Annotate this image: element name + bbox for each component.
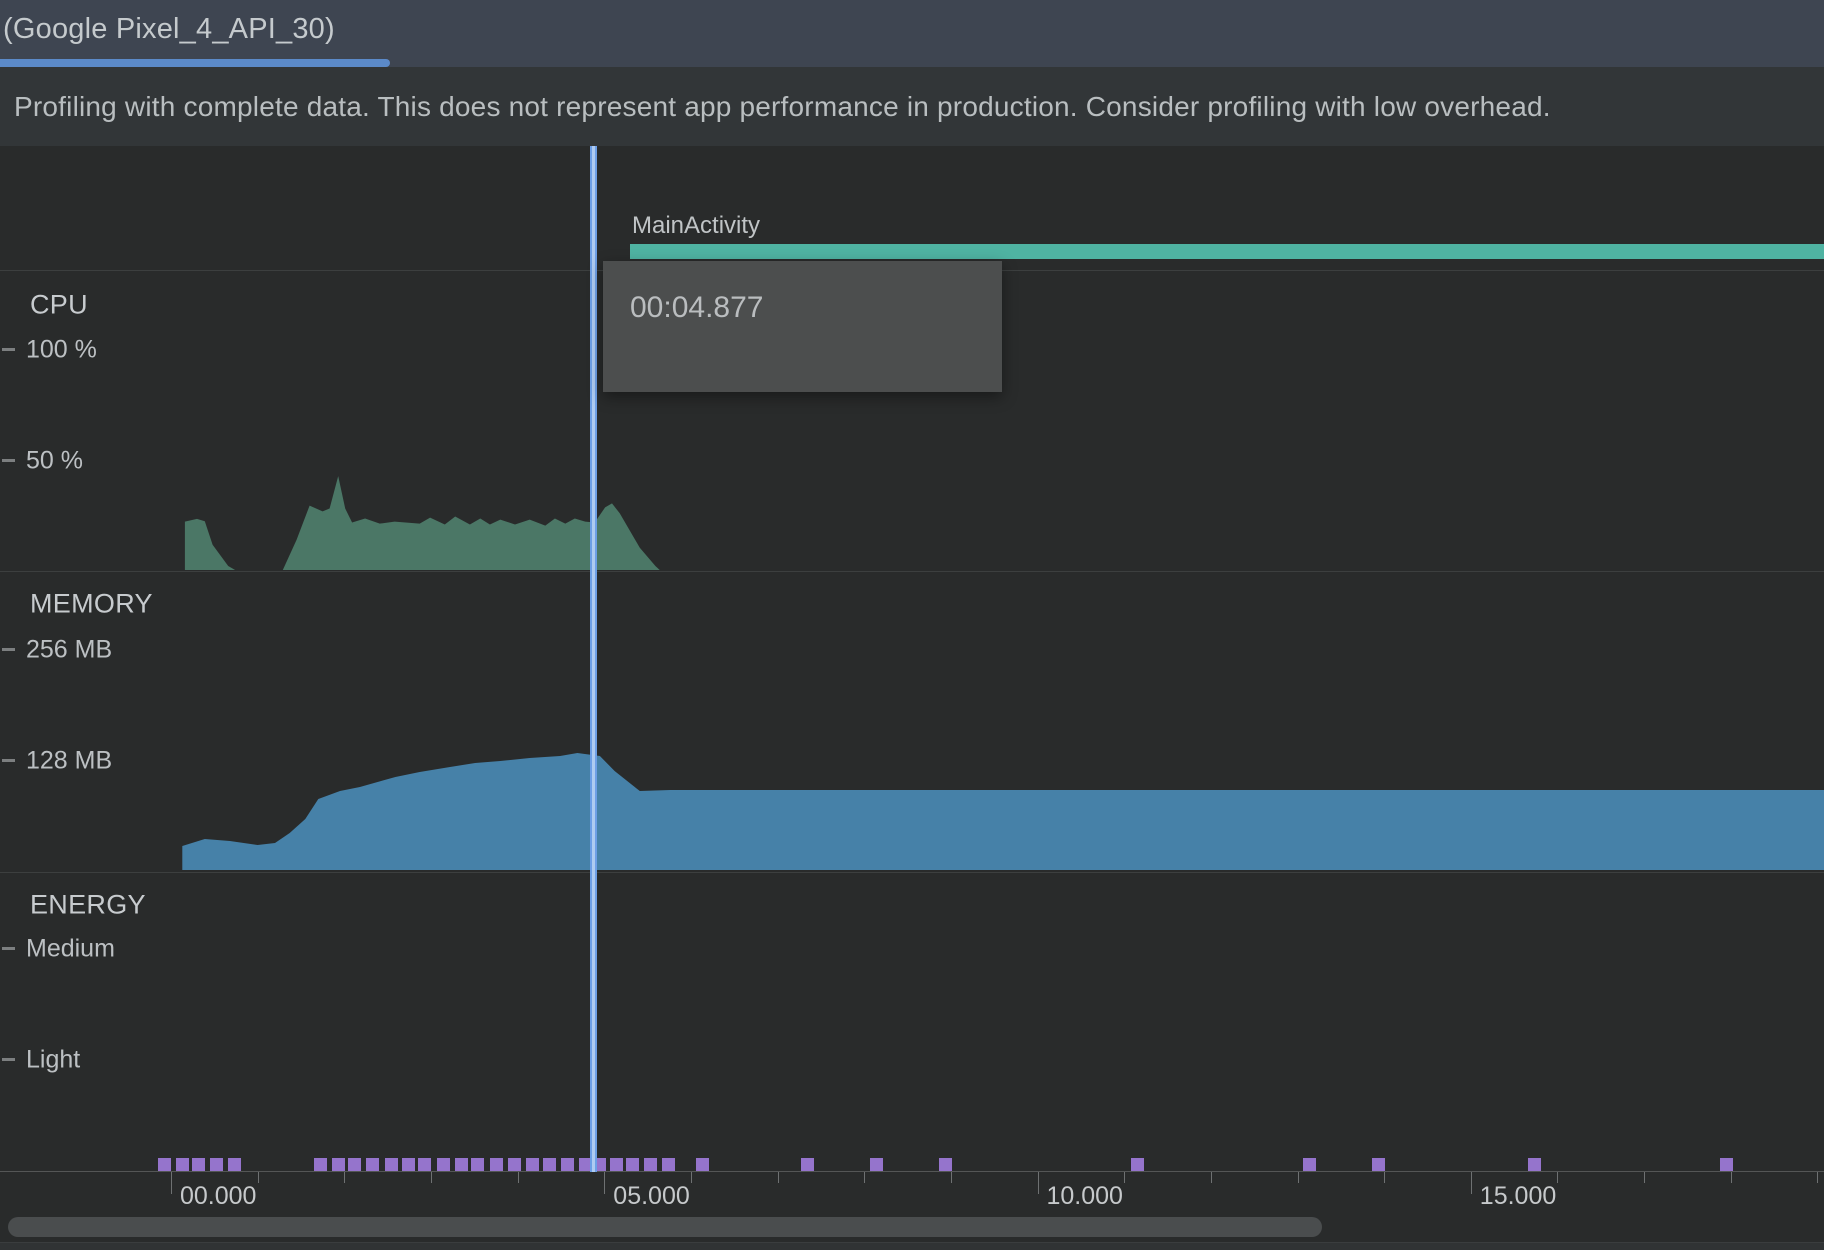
- divider-memory-top: [0, 571, 1824, 572]
- axis-minor-tick: [690, 1172, 692, 1183]
- energy-tick-dash-medium: [2, 947, 15, 950]
- energy-event-marker[interactable]: [939, 1158, 953, 1171]
- memory-tick-label-256: 256 MB: [26, 635, 113, 664]
- activity-lifetime-bar[interactable]: [630, 244, 1824, 259]
- tab-session[interactable]: (Google Pixel_4_API_30): [0, 0, 390, 67]
- energy-event-marker[interactable]: [525, 1158, 539, 1171]
- axis-minor-tick: [517, 1172, 519, 1183]
- energy-event-marker[interactable]: [578, 1158, 592, 1171]
- time-tooltip-value: 00:04.877: [630, 291, 764, 324]
- axis-minor-tick: [1210, 1172, 1212, 1183]
- energy-event-marker[interactable]: [314, 1158, 328, 1171]
- cpu-tick-label-100: 100 %: [26, 335, 97, 364]
- warning-banner: Profiling with complete data. This does …: [0, 67, 1824, 146]
- energy-event-marker[interactable]: [560, 1158, 574, 1171]
- energy-event-marker[interactable]: [695, 1158, 709, 1171]
- energy-event-marker[interactable]: [175, 1158, 189, 1171]
- tab-active-indicator: [0, 59, 390, 67]
- memory-section-title: MEMORY: [30, 588, 153, 619]
- cpu-tick-label-50: 50 %: [26, 446, 83, 475]
- memory-tick-label-128: 128 MB: [26, 746, 113, 775]
- cpu-tick-dash-50: [2, 459, 15, 462]
- axis-minor-tick: [1124, 1172, 1126, 1183]
- divider-energy-top: [0, 872, 1824, 873]
- axis-major-tick: [1037, 1172, 1039, 1194]
- axis-minor-tick: [950, 1172, 952, 1183]
- energy-event-marker[interactable]: [471, 1158, 485, 1171]
- axis-minor-tick: [257, 1172, 259, 1183]
- energy-event-marker[interactable]: [1303, 1158, 1317, 1171]
- axis-minor-tick: [344, 1172, 346, 1183]
- energy-tick-label-medium: Medium: [26, 934, 115, 963]
- energy-event-marker[interactable]: [436, 1158, 450, 1171]
- energy-event-marker[interactable]: [348, 1158, 362, 1171]
- energy-event-marker[interactable]: [507, 1158, 521, 1171]
- cpu-section-title: CPU: [30, 289, 88, 320]
- timeline-stage[interactable]: MainActivity CPU 100 % 50 % MEMORY 256 M…: [0, 146, 1824, 1250]
- axis-major-tick: [1470, 1172, 1472, 1194]
- energy-event-marker[interactable]: [227, 1158, 241, 1171]
- energy-event-marker[interactable]: [331, 1158, 345, 1171]
- status-strip: [0, 1242, 1824, 1250]
- cpu-usage-area: [184, 476, 660, 570]
- axis-label: 05.000: [613, 1182, 690, 1210]
- time-axis: [0, 1171, 1824, 1172]
- energy-event-marker[interactable]: [800, 1158, 814, 1171]
- memory-usage-area: [182, 753, 1824, 870]
- energy-event-marker[interactable]: [366, 1158, 380, 1171]
- energy-event-marker[interactable]: [1372, 1158, 1386, 1171]
- cpu-tick-dash-100: [2, 348, 15, 351]
- energy-tick-dash-light: [2, 1058, 15, 1061]
- energy-event-marker[interactable]: [401, 1158, 415, 1171]
- axis-minor-tick: [864, 1172, 866, 1183]
- energy-event-marker[interactable]: [454, 1158, 468, 1171]
- axis-minor-tick: [1297, 1172, 1299, 1183]
- horizontal-scrollbar-thumb[interactable]: [8, 1217, 1322, 1237]
- energy-event-marker[interactable]: [626, 1158, 640, 1171]
- axis-minor-tick: [1817, 1172, 1819, 1183]
- energy-event-marker[interactable]: [661, 1158, 675, 1171]
- time-tooltip: 00:04.877: [603, 261, 1002, 392]
- energy-event-marker[interactable]: [543, 1158, 557, 1171]
- energy-event-marker[interactable]: [210, 1158, 224, 1171]
- axis-minor-tick: [1644, 1172, 1646, 1183]
- activity-name: MainActivity: [632, 212, 761, 239]
- axis-label: 00.000: [180, 1182, 257, 1210]
- energy-event-marker[interactable]: [1130, 1158, 1144, 1171]
- tab-session-label: (Google Pixel_4_API_30): [3, 13, 335, 45]
- axis-label: 15.000: [1479, 1182, 1557, 1210]
- axis-minor-tick: [777, 1172, 779, 1183]
- energy-tick-label-light: Light: [26, 1045, 81, 1074]
- axis-minor-tick: [1384, 1172, 1386, 1183]
- warning-banner-text: Profiling with complete data. This does …: [14, 90, 1551, 122]
- tab-bar: (Google Pixel_4_API_30): [0, 0, 1824, 67]
- energy-event-marker[interactable]: [384, 1158, 398, 1171]
- energy-event-marker[interactable]: [643, 1158, 657, 1171]
- memory-tick-dash-128: [2, 759, 15, 762]
- energy-event-marker[interactable]: [192, 1158, 206, 1171]
- axis-minor-tick: [1557, 1172, 1559, 1183]
- energy-event-marker[interactable]: [158, 1158, 172, 1171]
- timeline-cursor[interactable]: [590, 146, 598, 1172]
- axis-minor-tick: [431, 1172, 432, 1183]
- energy-event-marker[interactable]: [418, 1158, 432, 1171]
- energy-section-title: ENERGY: [30, 889, 146, 920]
- energy-event-marker[interactable]: [490, 1158, 504, 1171]
- axis-major-tick: [171, 1172, 172, 1194]
- energy-event-marker[interactable]: [869, 1158, 883, 1171]
- axis-label: 10.000: [1046, 1182, 1123, 1210]
- axis-major-tick: [604, 1172, 606, 1194]
- energy-event-marker[interactable]: [1719, 1158, 1733, 1171]
- memory-tick-dash-256: [2, 648, 15, 651]
- energy-event-marker[interactable]: [609, 1158, 623, 1171]
- axis-minor-tick: [1730, 1172, 1732, 1183]
- energy-event-marker[interactable]: [1527, 1158, 1541, 1171]
